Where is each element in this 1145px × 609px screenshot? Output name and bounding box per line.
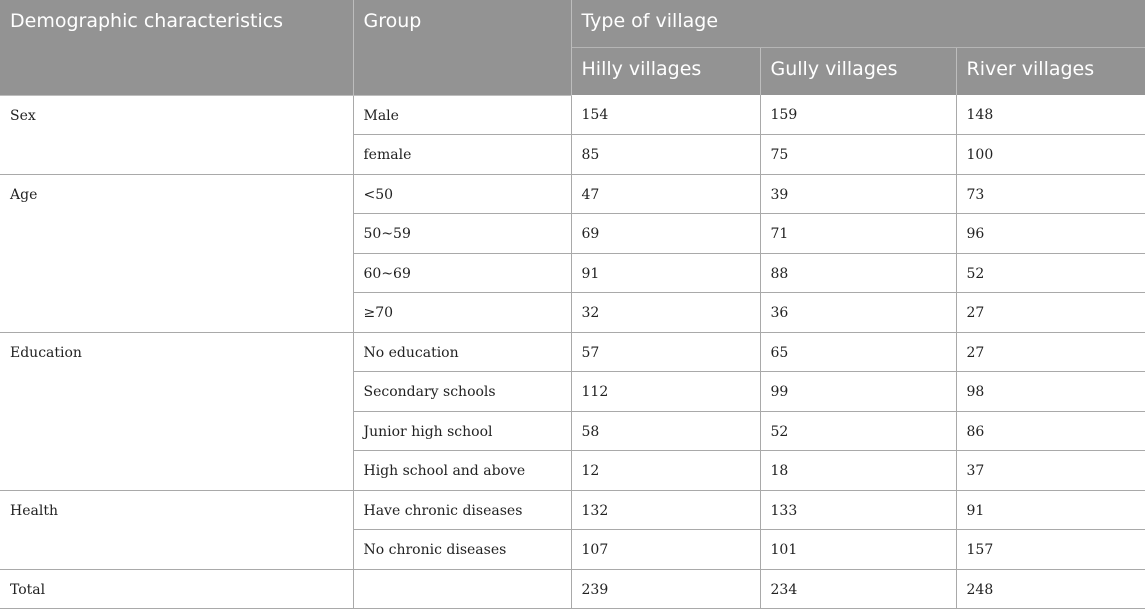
gully-value-cell: 159 [759, 95, 957, 135]
group-cell: Have chronic diseases [352, 490, 572, 530]
gully-value-cell: 39 [759, 174, 957, 214]
hilly-value-cell: 58 [570, 411, 761, 451]
group-cell [352, 569, 572, 609]
header-demographic-characteristics: Demographic characteristics [0, 0, 354, 96]
group-cell: 60~69 [353, 253, 572, 293]
river-value-cell: 37 [955, 450, 1145, 491]
hilly-value-cell: 85 [570, 134, 761, 175]
gully-value-cell: 75 [759, 134, 957, 175]
gully-value-cell: 36 [759, 292, 957, 333]
hilly-value-cell: 107 [570, 529, 761, 570]
table-row: Age <50 47 39 73 [0, 174, 1145, 333]
table-row: High school and above 12 18 37 [0, 450, 1145, 491]
group-cell: No education [352, 332, 572, 372]
table-row: Total 239 234 248 [0, 569, 1145, 609]
table-row: 50~59 69 71 96 [0, 213, 1145, 254]
gully-value-cell: 18 [759, 450, 957, 491]
gully-value-cell: 234 [759, 569, 957, 609]
group-cell: 50~59 [353, 213, 572, 254]
hilly-value-cell: 12 [570, 450, 761, 491]
hilly-value-cell: 57 [570, 332, 761, 372]
table-row: No chronic diseases 107 101 157 [0, 529, 1145, 570]
river-value-cell: 96 [955, 213, 1145, 254]
group-cell: No chronic diseases [353, 529, 572, 570]
river-value-cell: 27 [955, 292, 1145, 333]
gully-value-cell: 71 [759, 213, 957, 254]
group-cell: female [353, 134, 572, 175]
table-header: Demographic characteristics Group Type o… [0, 0, 1145, 96]
category-cell: Sex [0, 95, 354, 175]
gully-value-cell: 88 [759, 253, 957, 293]
header-type-of-village: Type of village [571, 0, 1145, 48]
hilly-value-cell: 32 [570, 292, 761, 333]
table-row: Secondary schools 112 99 98 [0, 371, 1145, 412]
table-body: Sex Male 154 159 148 female 85 75 100 Ag… [0, 95, 1145, 609]
river-value-cell: 91 [955, 490, 1145, 530]
river-value-cell: 52 [955, 253, 1145, 293]
header-river-villages: River villages [956, 47, 1145, 95]
header-gully-villages: Gully villages [760, 47, 957, 95]
river-value-cell: 73 [955, 174, 1145, 214]
group-cell: ≥70 [353, 292, 572, 333]
gully-value-cell: 65 [759, 332, 957, 372]
category-cell: Age [0, 174, 354, 333]
category-cell: Education [0, 332, 354, 491]
group-cell: Male [352, 95, 572, 135]
hilly-value-cell: 239 [570, 569, 761, 609]
table-row: Sex Male 154 159 148 [0, 95, 1145, 175]
river-value-cell: 86 [955, 411, 1145, 451]
hilly-value-cell: 154 [570, 95, 761, 135]
gully-value-cell: 133 [759, 490, 957, 530]
table-row: Education No education 57 65 27 [0, 332, 1145, 491]
header-group: Group [353, 0, 572, 96]
group-cell: Secondary schools [353, 371, 572, 412]
table-row: female 85 75 100 [0, 134, 1145, 175]
gully-value-cell: 101 [759, 529, 957, 570]
hilly-value-cell: 91 [570, 253, 761, 293]
table-row: Health Have chronic diseases 132 133 91 [0, 490, 1145, 570]
river-value-cell: 98 [955, 371, 1145, 412]
table-row: 60~69 91 88 52 [0, 253, 1145, 293]
table-row: ≥70 32 36 27 [0, 292, 1145, 333]
table-row: Junior high school 58 52 86 [0, 411, 1145, 451]
category-cell: Health [0, 490, 354, 570]
gully-value-cell: 99 [759, 371, 957, 412]
river-value-cell: 157 [955, 529, 1145, 570]
group-cell: High school and above [353, 450, 572, 491]
group-cell: <50 [352, 174, 572, 214]
hilly-value-cell: 112 [570, 371, 761, 412]
river-value-cell: 27 [955, 332, 1145, 372]
header-hilly-villages: Hilly villages [571, 47, 761, 95]
river-value-cell: 100 [955, 134, 1145, 175]
hilly-value-cell: 69 [570, 213, 761, 254]
river-value-cell: 148 [955, 95, 1145, 135]
hilly-value-cell: 132 [570, 490, 761, 530]
group-cell: Junior high school [353, 411, 572, 451]
hilly-value-cell: 47 [570, 174, 761, 214]
gully-value-cell: 52 [759, 411, 957, 451]
category-cell: Total [0, 569, 354, 609]
river-value-cell: 248 [955, 569, 1145, 609]
